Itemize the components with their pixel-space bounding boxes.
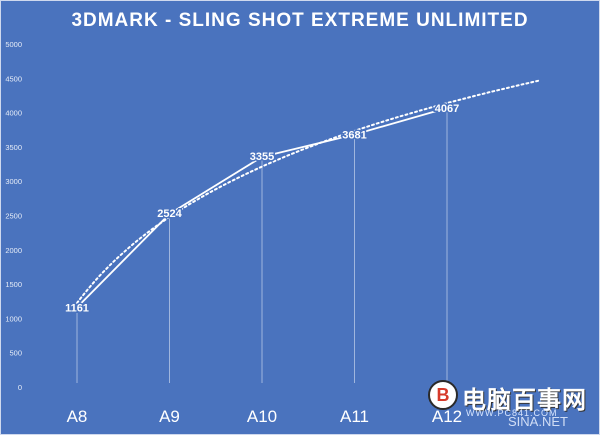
y-tick-label: 3500 — [5, 143, 22, 152]
data-label: 4067 — [435, 103, 459, 115]
series-line-segment — [354, 107, 448, 136]
y-tick-label: 4500 — [5, 74, 22, 83]
watermark-url: WWW.PC841.COM — [466, 408, 558, 418]
data-label: 1161 — [65, 302, 89, 314]
data-label: 2524 — [157, 208, 182, 220]
x-tick-label: A8 — [67, 407, 88, 426]
y-tick-label: 5000 — [5, 40, 22, 49]
chart-title: 3DMARK - SLING SHOT EXTREME UNLIMITED — [71, 10, 529, 31]
watermark-logo-icon: B — [428, 380, 458, 410]
series-line-segment — [261, 133, 355, 158]
watermark-name: 电脑百事网 — [462, 387, 587, 414]
watermark: B 电脑百事网 WWW.PC841.COM SINA.NET — [428, 378, 596, 430]
x-tick-label: A11 — [340, 407, 369, 426]
data-label: 3355 — [250, 151, 274, 163]
data-label: 3681 — [342, 129, 366, 141]
x-tick-label: A12 — [432, 407, 462, 426]
y-tick-label: 2500 — [5, 212, 22, 221]
x-tick-label: A9 — [159, 407, 180, 426]
watermark-site: SINA.NET — [508, 414, 568, 429]
y-tick-label: 0 — [18, 383, 22, 392]
trendline — [76, 79, 541, 304]
x-tick-label: A10 — [247, 407, 277, 426]
series-line-segment — [169, 156, 263, 215]
y-tick-label: 3000 — [5, 177, 22, 186]
y-tick-label: 500 — [9, 349, 22, 358]
y-tick-label: 2000 — [5, 246, 22, 255]
y-tick-label: 4000 — [5, 109, 22, 118]
series-line-segment — [76, 213, 171, 308]
y-tick-label: 1000 — [5, 314, 22, 323]
y-tick-label: 1500 — [5, 280, 22, 289]
